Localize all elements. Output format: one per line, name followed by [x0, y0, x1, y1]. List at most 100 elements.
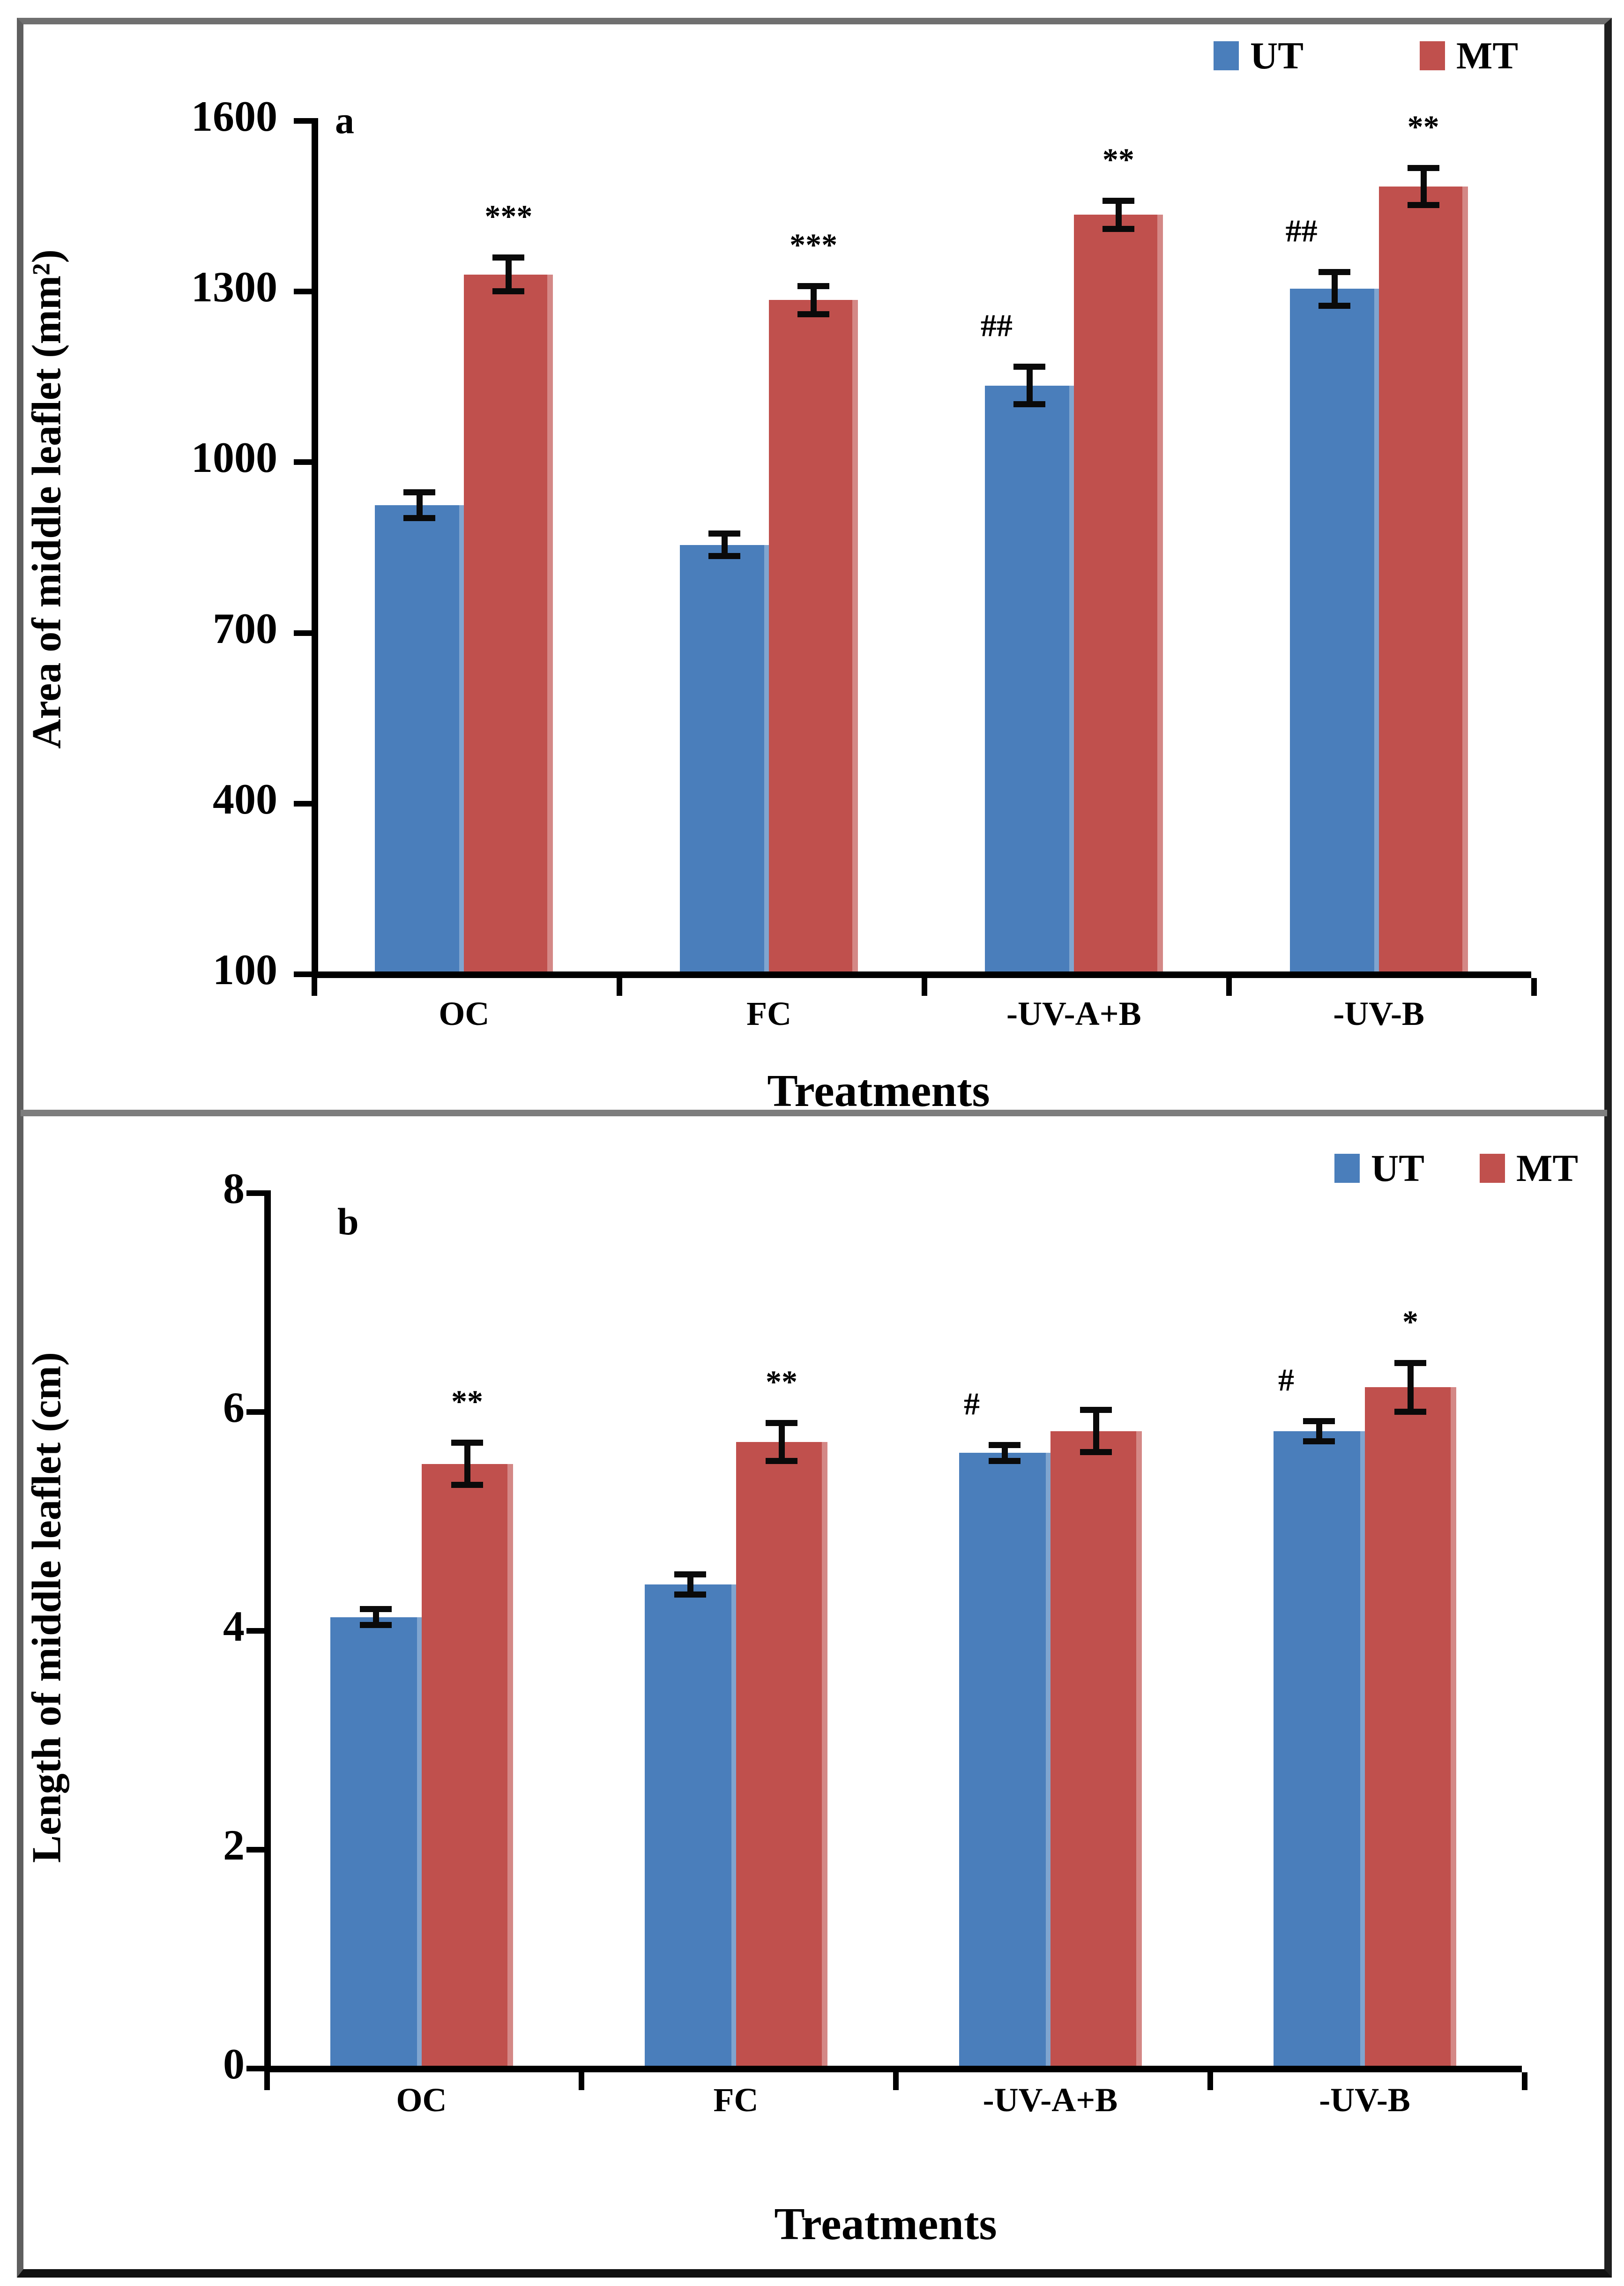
significance-annotation: ##: [980, 307, 1013, 344]
x-axis-line: [312, 971, 1531, 978]
panel-letter-b: b: [337, 1200, 359, 1243]
error-bar: [506, 254, 512, 295]
error-bar-cap-top: [1394, 1360, 1426, 1366]
error-bar: [722, 530, 728, 559]
x-category-label: -UV-B: [1333, 995, 1424, 1032]
error-bar: [1331, 269, 1338, 309]
legend-item-ut: UT: [1334, 1149, 1424, 1188]
bar-mt--uv-b: [1364, 1387, 1456, 2066]
bar-ut-fc: [680, 545, 769, 971]
error-bar-cap-top: [1407, 164, 1439, 171]
x-category-label: FC: [746, 995, 792, 1032]
error-bar: [464, 1440, 470, 1488]
significance-annotation: #: [964, 1386, 980, 1422]
bar-ut--uv-a+b: [984, 385, 1074, 971]
y-tick-label: 1000: [191, 433, 277, 482]
x-category-label: -UV-A+B: [1006, 995, 1141, 1032]
significance-annotation: **: [451, 1383, 483, 1419]
error-bar-cap-bottom: [674, 1591, 706, 1598]
x-tick-mark: [616, 978, 622, 996]
x-tick-mark: [1226, 978, 1232, 996]
error-bar-cap-top: [766, 1420, 797, 1427]
x-category-label: OC: [439, 995, 490, 1032]
y-tick-label: 700: [213, 604, 277, 652]
error-bar-cap-top: [1080, 1407, 1112, 1413]
error-bar: [1316, 1418, 1322, 1444]
significance-annotation: ***: [484, 198, 533, 234]
y-tick-mark: [294, 971, 312, 977]
legend-item-ut: UT: [1214, 37, 1304, 75]
panel-divider: [21, 1110, 1607, 1116]
x-tick-mark: [1522, 2072, 1527, 2090]
bar-mt-oc: [421, 1464, 513, 2066]
error-bar-cap-bottom: [1080, 1449, 1112, 1456]
significance-annotation: **: [766, 1364, 797, 1400]
error-bar-cap-bottom: [360, 1622, 392, 1628]
legend-swatch-ut: [1214, 41, 1239, 70]
y-axis-line: [264, 1190, 271, 2072]
error-bar-cap-top: [708, 530, 741, 537]
y-axis-title: Area of middle leaflet (mm²): [24, 249, 70, 749]
y-tick-mark: [294, 459, 312, 465]
significance-annotation: **: [1407, 108, 1439, 144]
legend-swatch-ut: [1334, 1154, 1360, 1183]
legend-label-ut: UT: [1371, 1147, 1424, 1189]
significance-annotation: ***: [790, 227, 838, 263]
error-bar: [1115, 197, 1122, 232]
x-tick-mark: [1531, 978, 1537, 996]
error-bar-cap-bottom: [492, 288, 525, 295]
y-tick-label: 400: [213, 775, 277, 823]
error-bar-cap-top: [492, 254, 525, 261]
x-axis-title: Treatments: [774, 2199, 997, 2249]
x-axis-title: Treatments: [767, 1066, 990, 1116]
legend-swatch-mt: [1480, 1154, 1505, 1183]
bar-mt-oc: [464, 274, 553, 971]
y-tick-mark: [294, 289, 312, 295]
legend-label-ut: UT: [1250, 34, 1304, 77]
y-tick-mark: [294, 800, 312, 807]
error-bar-cap-bottom: [1394, 1408, 1426, 1415]
bar-ut--uv-a+b: [959, 1453, 1050, 2066]
y-tick-mark: [246, 1409, 264, 1415]
error-bar: [1408, 1360, 1414, 1415]
legend-swatch-mt: [1420, 41, 1445, 70]
significance-annotation: ##: [1285, 212, 1318, 248]
y-tick-label: 8: [223, 1164, 245, 1212]
bar-mt--uv-a+b: [1050, 1431, 1142, 2066]
error-bar-cap-top: [674, 1571, 706, 1577]
x-tick-mark: [893, 2072, 899, 2090]
bar-ut-fc: [644, 1584, 736, 2066]
x-tick-mark: [1207, 2072, 1213, 2090]
figure-border: [17, 18, 1612, 2278]
x-category-label: OC: [396, 2081, 447, 2119]
y-tick-label: 4: [223, 1602, 245, 1650]
error-bar-cap-top: [1102, 197, 1134, 204]
error-bar: [811, 283, 817, 317]
error-bar: [417, 489, 423, 521]
bar-mt--uv-b: [1378, 186, 1468, 971]
error-bar-cap-bottom: [989, 1457, 1021, 1464]
error-bar-cap-bottom: [403, 515, 436, 521]
error-bar-cap-bottom: [451, 1482, 483, 1488]
x-category-label: -UV-B: [1319, 2081, 1410, 2119]
bar-mt--uv-a+b: [1073, 215, 1163, 971]
legend-item-mt: MT: [1480, 1149, 1578, 1188]
error-bar: [687, 1571, 693, 1598]
bar-mt-fc: [769, 300, 858, 971]
y-tick-mark: [294, 118, 312, 124]
error-bar-cap-top: [403, 489, 436, 495]
bar-ut--uv-b: [1273, 1431, 1365, 2066]
x-tick-mark: [264, 2072, 270, 2090]
x-tick-mark: [579, 2072, 584, 2090]
y-tick-label: 100: [213, 945, 277, 994]
error-bar: [779, 1420, 785, 1464]
error-bar-cap-bottom: [797, 311, 830, 317]
x-axis-line: [264, 2066, 1522, 2072]
error-bar-cap-bottom: [1407, 202, 1439, 208]
error-bar-cap-top: [797, 283, 830, 290]
y-tick-label: 1300: [191, 262, 277, 311]
significance-annotation: #: [1278, 1361, 1294, 1397]
x-tick-mark: [921, 978, 927, 996]
y-axis-line: [312, 118, 318, 978]
error-bar-cap-bottom: [708, 553, 741, 559]
